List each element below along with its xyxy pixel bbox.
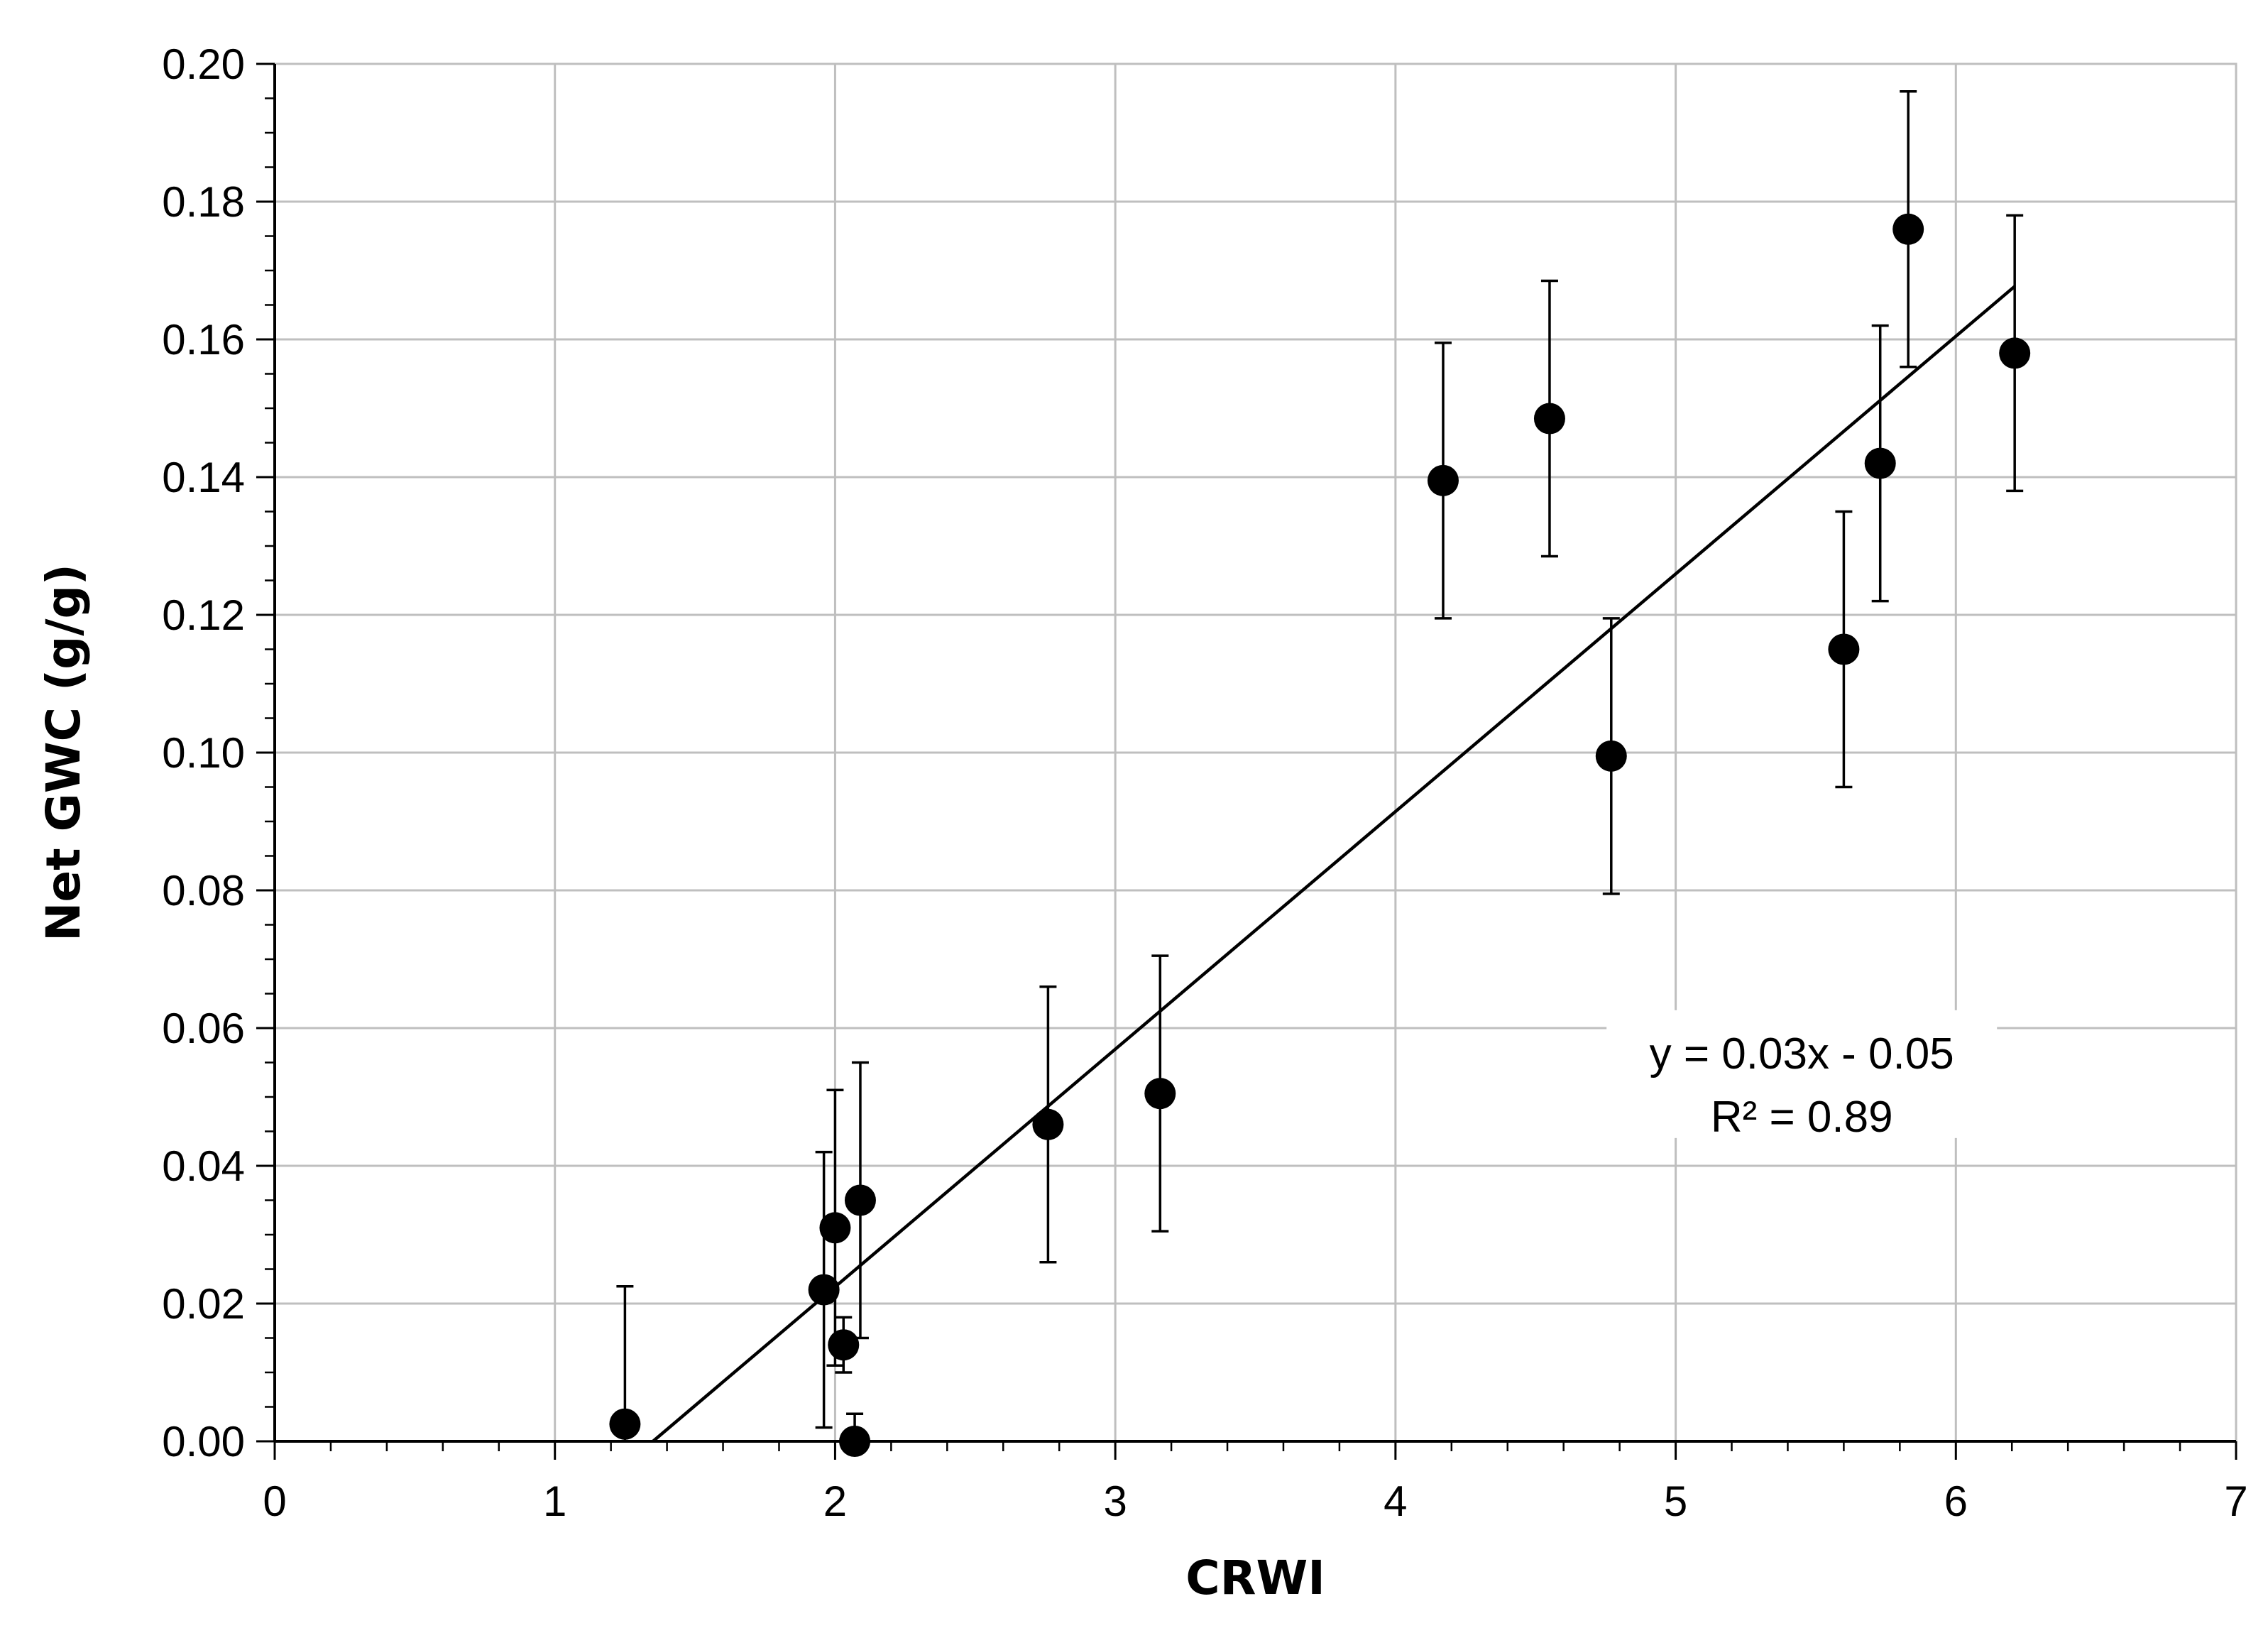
x-tick-labels: 0 1 2 3 4 5 6 7 [263, 1478, 2247, 1525]
x-tick-label: 7 [2224, 1478, 2247, 1525]
data-point [839, 1426, 871, 1457]
trendline-group [652, 285, 2016, 1443]
equation-background [1606, 1010, 1998, 1138]
x-tick-label: 4 [1384, 1478, 1407, 1525]
y-axis-title: Net GWC (g/g) [36, 564, 91, 941]
data-point [1427, 464, 1459, 496]
y-tick-label: 0.18 [162, 178, 245, 226]
trendline-equation: y = 0.03x - 0.05 [1650, 1030, 1954, 1078]
data-point [1032, 1108, 1064, 1140]
x-axis-title: CRWI [1185, 1551, 1325, 1605]
data-point [1533, 403, 1565, 435]
y-tick-label: 0.16 [162, 316, 245, 364]
minor-ticks [265, 62, 2237, 1451]
data-point [1999, 337, 2031, 369]
y-tick-label: 0.04 [162, 1142, 245, 1190]
x-tick-label: 2 [823, 1478, 847, 1525]
y-tick-label: 0.14 [162, 454, 245, 501]
y-tick-label: 0.10 [162, 729, 245, 777]
data-points [609, 213, 2031, 1457]
axes [256, 62, 2237, 1460]
data-point [1144, 1078, 1176, 1110]
y-tick-label: 0.00 [162, 1418, 245, 1465]
data-point [1595, 740, 1627, 772]
grid-lines [273, 62, 2237, 1443]
x-tick-label: 5 [1664, 1478, 1687, 1525]
data-point [828, 1329, 860, 1361]
data-point [1864, 447, 1896, 479]
data-point [609, 1408, 641, 1440]
trendline-r-squared: R² = 0.89 [1711, 1093, 1893, 1142]
data-point [844, 1184, 876, 1216]
data-point [819, 1212, 851, 1244]
x-tick-label: 1 [543, 1478, 566, 1525]
x-tick-label: 0 [263, 1478, 286, 1525]
x-tick-label: 3 [1103, 1478, 1127, 1525]
data-point [1892, 213, 1924, 245]
data-point [1828, 633, 1860, 665]
y-tick-labels: 0.00 0.02 0.04 0.06 0.08 0.10 0.12 0.14 0.16 0.18… [162, 40, 245, 1465]
y-tick-label: 0.02 [162, 1280, 245, 1328]
y-tick-label: 0.20 [162, 40, 245, 88]
data-point [808, 1274, 840, 1306]
y-tick-label: 0.08 [162, 867, 245, 914]
trendline [652, 285, 2016, 1443]
y-tick-label: 0.12 [162, 591, 245, 639]
x-tick-label: 6 [1944, 1478, 1968, 1525]
y-tick-label: 0.06 [162, 1005, 245, 1052]
